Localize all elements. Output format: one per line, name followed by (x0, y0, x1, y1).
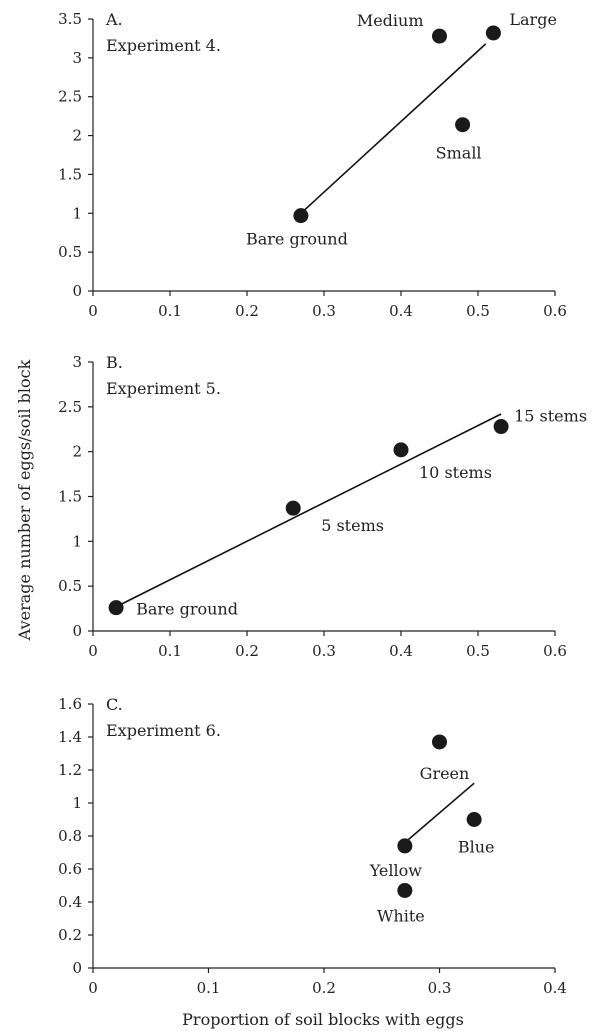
data-point (432, 28, 447, 44)
x-tick-label: 0.3 (428, 979, 452, 997)
y-tick-label: 0 (72, 622, 82, 640)
y-tick-label: 0.5 (58, 243, 82, 261)
point-label: Small (436, 144, 482, 163)
panel-label: A. (105, 10, 123, 29)
x-tick-label: 0 (88, 979, 98, 997)
y-tick-label: 1.6 (58, 695, 82, 713)
x-tick-label: 0.6 (543, 642, 567, 660)
point-label: 15 stems (514, 407, 587, 426)
panel-3: 0 0.2 0.4 0.6 0.8 1 1.2 1.4 1.6 0 0.1 0.2 0.3 0.4 C. Ex… (58, 695, 567, 997)
x-tick-label: 0.3 (312, 302, 336, 320)
x-tick-label: 0.5 (466, 642, 490, 660)
trendline (300, 43, 487, 214)
y-tick-label: 1.2 (58, 761, 82, 779)
y-tick-label: 2.5 (58, 398, 82, 416)
data-point (432, 734, 447, 750)
y-tick-label: 2 (72, 443, 82, 461)
x-tick-label: 0 (88, 302, 98, 320)
y-tick-label: 3.5 (58, 10, 82, 28)
x-axis-label: Proportion of soil blocks with eggs (182, 1010, 464, 1029)
data-point (455, 117, 471, 133)
point-label: Medium (357, 11, 424, 30)
x-tick-label: 0.4 (389, 642, 413, 660)
trendline (115, 413, 502, 608)
y-tick-label: 0 (72, 282, 82, 300)
experiment-label: Experiment 6. (106, 721, 221, 740)
panel-label: C. (106, 695, 123, 714)
x-tick-label: 0.4 (543, 979, 567, 997)
y-tick-label: 1.5 (58, 488, 82, 506)
experiment-label: Experiment 5. (106, 379, 221, 398)
point-label: 5 stems (321, 516, 384, 535)
y-tick-label: 0.4 (58, 893, 82, 911)
data-point (285, 500, 301, 516)
y-tick-label: 1 (72, 794, 82, 812)
y-tick-label: 0.2 (58, 926, 82, 944)
x-tick-label: 0.1 (197, 979, 221, 997)
data-point (485, 25, 501, 41)
y-tick-label: 0.5 (58, 577, 82, 595)
data-point (393, 442, 409, 458)
y-tick-label: 0.8 (58, 827, 82, 845)
x-tick-label: 0.2 (235, 302, 259, 320)
y-tick-label: 1.4 (58, 728, 82, 746)
panel-1: 0 0.5 1 1.5 2 2.5 3 3.5 0 0.1 0.2 0.3 0.4 0.5 0.6 A. Exp… (58, 10, 567, 320)
point-label: Green (420, 764, 470, 783)
point-label: White (377, 906, 425, 925)
y-tick-label: 0 (72, 959, 82, 977)
data-point (493, 419, 509, 435)
x-tick-label: 0.1 (158, 302, 182, 320)
x-tick-label: 0.4 (389, 302, 413, 320)
y-axis-label: Average number of eggs/soil block (15, 359, 34, 641)
y-tick-label: 2 (72, 127, 82, 145)
x-tick-label: 0.6 (543, 302, 567, 320)
point-label: Blue (458, 838, 495, 857)
trendline (404, 782, 475, 844)
panel-label: B. (106, 353, 123, 372)
point-label: Large (509, 10, 557, 29)
x-tick-label: 0.3 (312, 642, 336, 660)
data-point (108, 600, 124, 616)
point-label: 10 stems (419, 463, 492, 482)
data-point (397, 882, 413, 898)
point-label: Bare ground (136, 600, 238, 619)
y-tick-label: 0.6 (58, 860, 82, 878)
x-tick-label: 0.5 (466, 302, 490, 320)
y-tick-label: 1 (72, 532, 82, 550)
data-point (397, 838, 413, 854)
x-tick-label: 0.2 (312, 979, 336, 997)
y-tick-label: 2.5 (58, 88, 82, 106)
point-label: Yellow (369, 861, 423, 880)
panels: 0 0.5 1 1.5 2 2.5 3 3.5 0 0.1 0.2 0.3 0.4 0.5 0.6 A. Exp… (58, 10, 587, 997)
panel-2: 0 0.5 1 1.5 2 2.5 3 0 0.1 0.2 0.3 0.4 0.5 0.6 B. Experi… (58, 353, 587, 660)
data-point (293, 208, 309, 224)
y-tick-label: 3 (72, 353, 82, 371)
data-point (466, 812, 482, 827)
experiment-label: Experiment 4. (106, 36, 221, 55)
y-tick-label: 1 (72, 204, 82, 222)
y-tick-label: 3 (72, 49, 82, 67)
y-tick-label: 1.5 (58, 165, 82, 183)
point-label: Bare ground (246, 230, 348, 249)
x-tick-label: 0.1 (158, 642, 182, 660)
x-tick-label: 0.2 (235, 642, 259, 660)
x-tick-label: 0 (88, 642, 98, 660)
